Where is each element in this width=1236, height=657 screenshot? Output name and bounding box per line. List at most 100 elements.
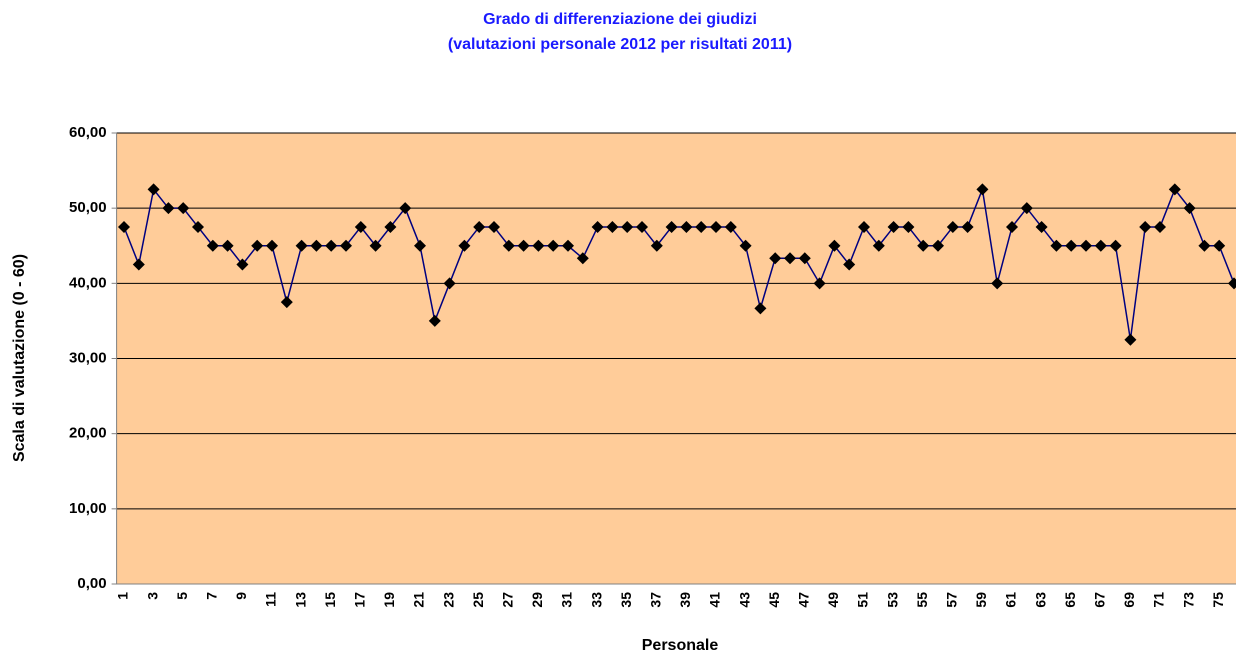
- y-tick-label: 30,00: [69, 349, 107, 366]
- data-point: [946, 220, 959, 233]
- data-point: [369, 239, 382, 252]
- data-point: [665, 220, 678, 233]
- x-tick-label: 69: [1121, 592, 1137, 608]
- data-point: [132, 258, 145, 271]
- data-point: [887, 220, 900, 233]
- y-tick-label: 40,00: [69, 274, 107, 291]
- data-point: [650, 239, 663, 252]
- data-point: [784, 252, 796, 265]
- x-tick-label: 31: [559, 592, 575, 608]
- x-tick-label: 65: [1062, 592, 1078, 608]
- data-point: [576, 252, 589, 265]
- x-tick-label: 13: [292, 592, 308, 608]
- data-point: [251, 239, 264, 252]
- data-point: [1065, 239, 1078, 252]
- x-tick-label: 73: [1180, 592, 1196, 608]
- data-point: [266, 239, 278, 252]
- data-point: [236, 258, 249, 271]
- data-point: [813, 277, 826, 290]
- data-point: [414, 239, 426, 252]
- x-tick-label: 5: [174, 592, 190, 600]
- data-point: [902, 220, 915, 233]
- data-point: [443, 277, 456, 290]
- data-point: [591, 220, 604, 233]
- data-point: [295, 239, 308, 252]
- x-axis-label: Personale: [642, 637, 719, 654]
- x-tick-label: 45: [766, 592, 782, 608]
- data-point: [621, 220, 634, 233]
- data-point: [606, 220, 619, 233]
- data-point: [162, 202, 175, 215]
- x-tick-label: 3: [144, 592, 160, 600]
- data-point: [1168, 183, 1181, 196]
- data-point: [695, 220, 708, 233]
- chart-subtitle: (valutazioni personale 2012 per risultat…: [448, 36, 792, 53]
- data-point: [798, 252, 811, 265]
- data-point: [843, 258, 856, 271]
- y-tick-label: 20,00: [69, 425, 107, 442]
- data-point: [1094, 239, 1107, 252]
- data-point: [1183, 202, 1196, 215]
- x-tick-label: 57: [944, 592, 960, 608]
- data-point: [872, 239, 885, 252]
- data-point: [1020, 202, 1033, 215]
- x-tick-label: 1: [115, 592, 131, 600]
- data-point: [724, 220, 737, 233]
- data-point: [517, 239, 530, 252]
- data-point: [473, 220, 486, 233]
- x-tick-label: 17: [352, 592, 368, 608]
- data-point: [488, 220, 500, 233]
- data-point: [1006, 220, 1018, 233]
- y-axis-label: Scala di valutazione (0 - 60): [11, 254, 28, 462]
- x-tick-label: 19: [381, 592, 397, 608]
- x-tick-label: 49: [825, 592, 841, 608]
- x-tick-label: 67: [1092, 592, 1108, 608]
- data-point: [532, 239, 545, 252]
- data-point: [1213, 239, 1226, 252]
- data-point: [917, 239, 930, 252]
- data-point: [828, 239, 841, 252]
- data-point: [384, 220, 397, 233]
- data-point: [1109, 239, 1122, 252]
- x-tick-label: 27: [500, 592, 516, 608]
- data-point: [177, 202, 190, 215]
- y-tick-label: 60,00: [69, 124, 107, 141]
- x-tick-label: 47: [796, 592, 812, 608]
- y-tick-label: 0,00: [77, 575, 106, 592]
- data-point: [739, 239, 752, 252]
- x-tick-label: 7: [204, 592, 220, 600]
- data-point: [991, 277, 1004, 290]
- data-point: [710, 220, 722, 233]
- x-tick-label: 11: [263, 592, 279, 607]
- y-tick-label: 10,00: [69, 500, 107, 517]
- x-tick-label: 35: [618, 592, 634, 608]
- x-tick-label: 75: [1210, 592, 1226, 608]
- x-tick-label: 39: [677, 592, 693, 608]
- data-point: [932, 239, 944, 252]
- data-point: [1198, 239, 1211, 252]
- data-point: [680, 220, 693, 233]
- x-tick-label: 71: [1151, 592, 1167, 608]
- x-tick-label: 15: [322, 592, 338, 608]
- x-tick-label: 21: [411, 592, 427, 608]
- x-tick-label: 61: [1003, 592, 1019, 608]
- x-tick-label: 23: [440, 592, 456, 608]
- data-point: [325, 239, 338, 252]
- data-point: [399, 202, 412, 215]
- x-tick-label: 25: [470, 592, 486, 608]
- data-point: [428, 314, 441, 327]
- data-point: [1228, 277, 1236, 290]
- data-point: [754, 302, 767, 315]
- data-point: [147, 183, 160, 196]
- data-point: [1154, 220, 1166, 233]
- data-point: [458, 239, 471, 252]
- x-tick-label: 59: [973, 592, 989, 608]
- x-tick-label: 51: [855, 592, 871, 608]
- data-point: [961, 220, 974, 233]
- x-tick-label: 37: [648, 592, 664, 608]
- data-point: [354, 220, 367, 233]
- data-point: [1080, 239, 1092, 252]
- data-point: [636, 220, 648, 233]
- data-point: [769, 252, 782, 265]
